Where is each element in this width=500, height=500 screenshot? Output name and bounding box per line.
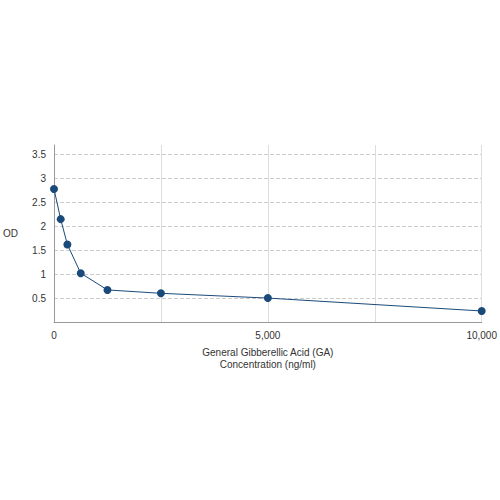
svg-text:2: 2 [40,221,46,232]
svg-text:3: 3 [40,173,46,184]
svg-text:0: 0 [51,330,57,341]
svg-text:General Gibberellic Acid (GA): General Gibberellic Acid (GA) [202,347,333,358]
svg-text:3.5: 3.5 [32,149,46,160]
svg-text:Concentration (ng/ml): Concentration (ng/ml) [220,359,316,370]
svg-text:0.5: 0.5 [32,293,46,304]
svg-text:1: 1 [40,269,46,280]
svg-text:5,000: 5,000 [255,330,280,341]
svg-text:1.5: 1.5 [32,245,46,256]
svg-text:10,000: 10,000 [466,330,497,341]
svg-text:OD: OD [3,228,18,239]
svg-text:2.5: 2.5 [32,197,46,208]
